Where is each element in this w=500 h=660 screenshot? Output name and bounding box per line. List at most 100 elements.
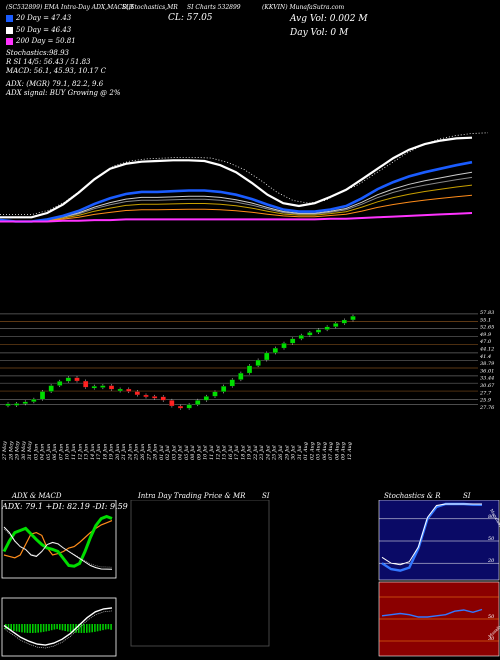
date-tick-label: 10 Jul bbox=[203, 445, 209, 460]
header-title-2: SI,Stochastics,MR bbox=[122, 4, 178, 11]
adx-panel-title: ADX & MACD bbox=[12, 492, 62, 500]
ema20-swatch bbox=[6, 14, 13, 22]
macd-hist-bar bbox=[94, 624, 96, 632]
candle-body bbox=[143, 394, 149, 398]
price-axis-label: 41.4 bbox=[479, 354, 491, 360]
candle-body bbox=[229, 379, 235, 387]
price-axis-label: 52.65 bbox=[480, 325, 494, 331]
macd-hist-bar bbox=[53, 624, 56, 630]
date-tick-label: 31 Jul bbox=[297, 445, 303, 460]
candle-body bbox=[255, 359, 261, 366]
candle-body bbox=[264, 352, 270, 361]
candle-body bbox=[298, 335, 304, 339]
macd-hist-bar bbox=[77, 624, 80, 633]
macd-hist-bar bbox=[23, 624, 26, 633]
macd-hist-bar bbox=[40, 624, 42, 633]
candle-body bbox=[91, 385, 97, 389]
candle-body bbox=[5, 403, 11, 406]
stoch-bg bbox=[378, 500, 500, 581]
date-tick-label: 31 May bbox=[27, 441, 33, 460]
mrsi-panel-title-2: SI bbox=[262, 492, 270, 500]
price-axis-label: 49.9 bbox=[479, 332, 492, 338]
candle-body bbox=[177, 405, 184, 409]
macd-hist-bar bbox=[107, 624, 110, 630]
macd-hist-bar bbox=[96, 624, 99, 632]
date-tick-label: 09 Aug bbox=[341, 442, 347, 460]
macd-hist-bar bbox=[10, 624, 12, 631]
macd-hist-bar bbox=[34, 624, 37, 633]
adx-panel bbox=[1, 500, 117, 657]
header-title-1: (SC532899) EMA Intra-Day ADX,MACD,R bbox=[6, 4, 134, 11]
macd-hist-bar bbox=[67, 624, 69, 632]
macd-hist-bar bbox=[91, 624, 93, 633]
macd-hist-bar bbox=[37, 624, 39, 633]
date-tick-label: 24 Jun bbox=[128, 444, 134, 461]
date-tick-label: 28 May bbox=[8, 441, 14, 461]
date-tick-label: 05 Aug bbox=[316, 442, 322, 460]
avg-volume-label: Avg Vol: 0.002 M bbox=[290, 14, 368, 24]
adx-stat: ADX: (MGR) 79.1, 82.2, 9.6 bbox=[6, 80, 104, 88]
candle-body bbox=[39, 391, 46, 400]
header-title-4: (KKVIN) MunafaSutra.com bbox=[262, 4, 345, 11]
legend-ema50-label: 50 Day = 46.43 bbox=[16, 26, 72, 34]
mrsi-panel bbox=[130, 500, 270, 647]
date-axis: 27 May 28 May 29 May 30 May 31 May 03 Jun 04 J… bbox=[2, 441, 353, 461]
header-title-3: SI Charts 532899 bbox=[187, 4, 241, 11]
date-tick-label: 25 Jul bbox=[272, 445, 278, 461]
ema-extra-line bbox=[0, 176, 473, 222]
date-tick-label: 22 Jul bbox=[253, 445, 259, 461]
date-tick-label: 01 Jul bbox=[159, 445, 165, 460]
date-tick-label: 26 Jun bbox=[140, 444, 146, 461]
candle-body bbox=[350, 315, 356, 321]
macd-hist-bar bbox=[88, 624, 91, 633]
adx-signal-stat: ADX signal: BUY Growing @ 2% bbox=[6, 89, 121, 97]
candle-body bbox=[186, 404, 192, 409]
date-tick-label: 03 Jul bbox=[171, 445, 177, 460]
candle-body bbox=[160, 396, 166, 401]
ema-extra-line bbox=[0, 184, 473, 222]
date-tick-label: 07 Jun bbox=[59, 444, 65, 460]
macd-hist-bar bbox=[29, 624, 31, 633]
date-tick-label: 29 Jul bbox=[284, 445, 290, 461]
date-tick-label: 03 Jun bbox=[33, 444, 39, 460]
ema20-line bbox=[0, 160, 473, 223]
candle-body bbox=[324, 326, 330, 330]
date-tick-label: 04 Jun bbox=[40, 444, 46, 460]
stoch-tick-label: 80 bbox=[488, 514, 495, 520]
price-axis-label: 33.44 bbox=[480, 376, 494, 382]
date-tick-label: 24 Jul bbox=[266, 445, 272, 461]
date-tick-label: 17 Jul bbox=[234, 445, 240, 460]
date-tick-label: 15 Jul bbox=[222, 445, 228, 460]
macd-hist-bar bbox=[72, 624, 75, 633]
ema50-swatch bbox=[6, 26, 13, 34]
macd-hist-bar bbox=[32, 624, 34, 633]
price-axis-label: 25.9 bbox=[479, 398, 492, 404]
macd-hist-bar bbox=[104, 624, 107, 630]
macd-hist-bar bbox=[13, 624, 15, 631]
candle-body bbox=[151, 396, 158, 399]
legend-ema20: 20 Day = 47.43 bbox=[6, 14, 71, 22]
price-axis-label: 27.7 bbox=[479, 390, 492, 396]
date-tick-label: 07 Aug bbox=[328, 442, 334, 460]
candle-body bbox=[272, 347, 279, 354]
ema200-swatch bbox=[6, 37, 13, 45]
date-tick-label: 02 Aug bbox=[309, 442, 315, 460]
mrsi-frame bbox=[130, 500, 270, 647]
candle-body bbox=[57, 381, 63, 386]
price-axis-label: 27.76 bbox=[479, 405, 495, 411]
stochastics-stat: Stochastics:98.93 bbox=[6, 49, 69, 57]
stoch-panel-title-2: SI bbox=[463, 492, 471, 500]
candle-body bbox=[195, 400, 201, 405]
candle-body bbox=[246, 365, 253, 374]
date-tick-label: 01 Aug bbox=[303, 442, 309, 460]
macd-hist-bar bbox=[21, 624, 23, 633]
macd-hist-bar bbox=[86, 624, 88, 633]
mrsi-panel-title: Intra Day Trading Price & MR bbox=[138, 492, 246, 500]
candle-body bbox=[134, 391, 141, 396]
date-tick-label: 28 Jun bbox=[153, 444, 159, 461]
date-tick-label: 05 Jun bbox=[46, 444, 52, 460]
ema200-line bbox=[0, 212, 473, 223]
macd-hist-bar bbox=[61, 624, 64, 631]
macd-hist-bar bbox=[45, 624, 48, 632]
date-tick-label: 14 Jun bbox=[90, 444, 96, 460]
